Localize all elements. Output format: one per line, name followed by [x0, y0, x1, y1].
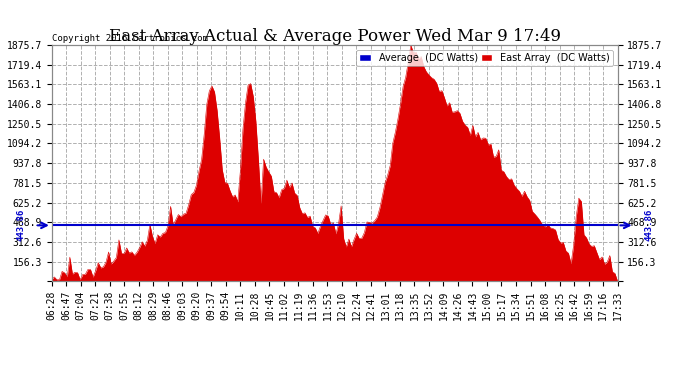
Text: 443.86: 443.86 [16, 209, 25, 242]
Text: Copyright 2016 Cartronics.com: Copyright 2016 Cartronics.com [52, 34, 208, 43]
Title: East Array Actual & Average Power Wed Mar 9 17:49: East Array Actual & Average Power Wed Ma… [108, 28, 561, 45]
Text: 443.86: 443.86 [644, 209, 653, 242]
Legend: Average  (DC Watts), East Array  (DC Watts): Average (DC Watts), East Array (DC Watts… [356, 50, 613, 66]
